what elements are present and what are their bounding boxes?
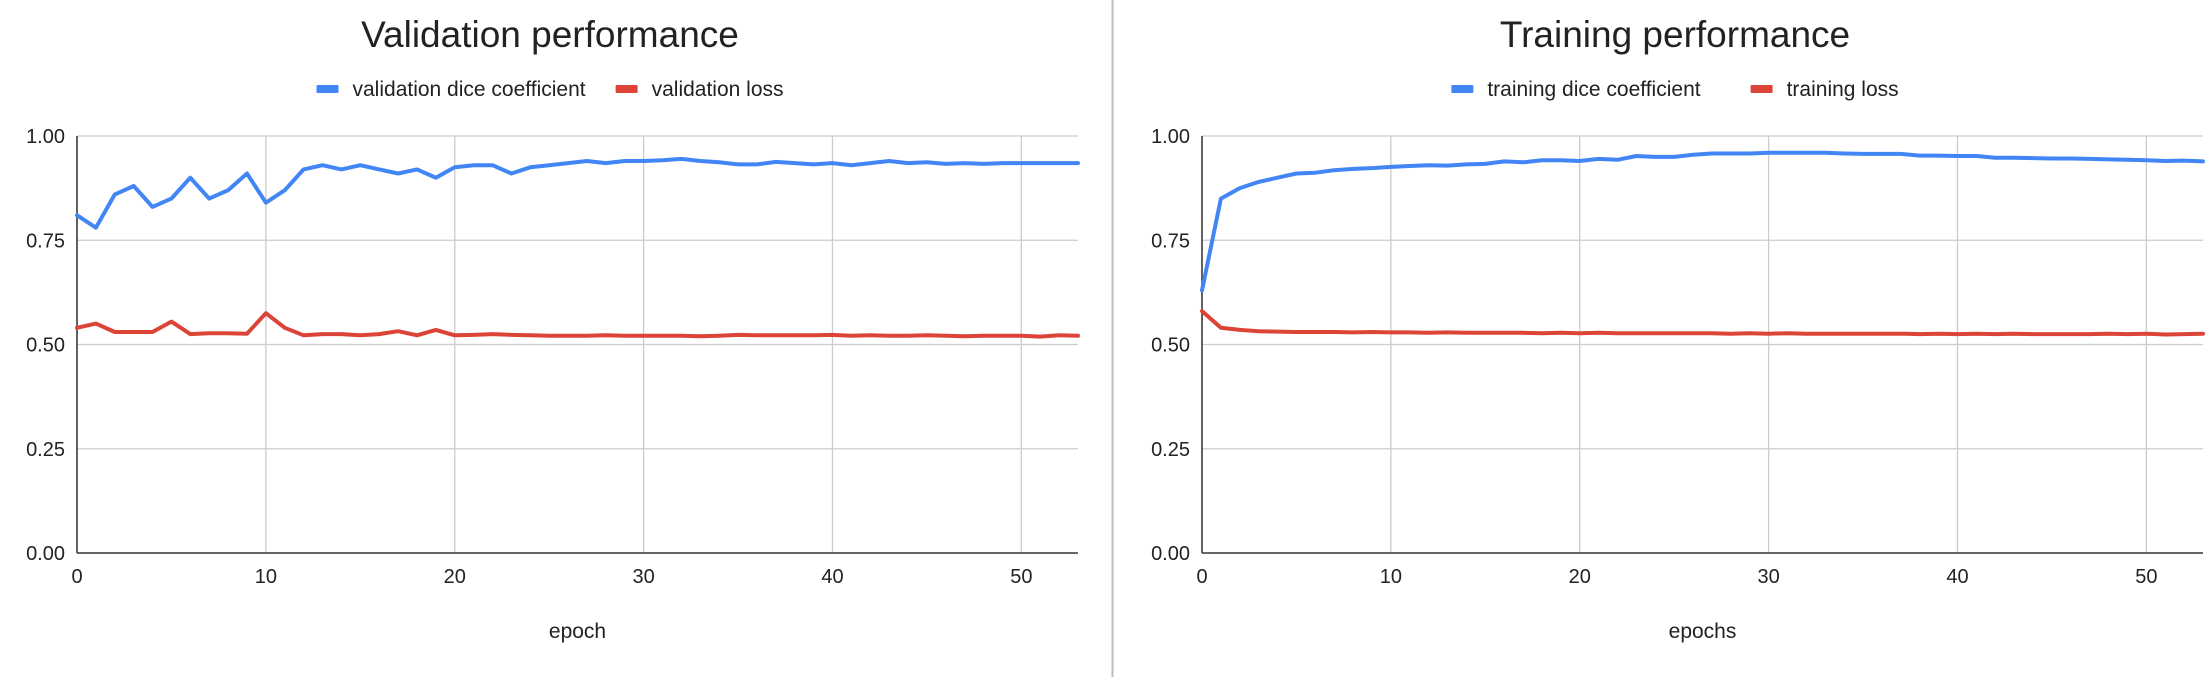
- y-tick-label: 1.00: [1151, 126, 1190, 148]
- x-tick-label: 10: [1380, 566, 1402, 588]
- x-tick-label: 20: [1569, 566, 1591, 588]
- training-chart: Training performance training dice coeffi…: [1151, 14, 2205, 643]
- x-tick-label: 10: [255, 566, 277, 588]
- x-tick-label: 0: [1196, 566, 1207, 588]
- x-tick-label: 30: [632, 566, 654, 588]
- x-tick-label: 0: [71, 566, 82, 588]
- y-tick-label: 0.25: [26, 439, 65, 461]
- x-axis-label: epochs: [1669, 620, 1737, 643]
- series-line-validation-dice-coefficient: [75, 156, 1080, 230]
- y-tick-label: 0.25: [1151, 439, 1190, 461]
- y-tick-label: 0.50: [1151, 335, 1190, 357]
- x-axis-label: epoch: [549, 620, 606, 643]
- legend-label: validation loss: [652, 78, 784, 101]
- y-tick-label: 0.50: [26, 335, 65, 357]
- x-tick-label: 50: [1010, 566, 1032, 588]
- y-tick-label: 0.75: [1151, 230, 1190, 252]
- legend: training dice coefficient training loss: [1451, 78, 1899, 101]
- x-tick-label: 30: [1757, 566, 1779, 588]
- series-line-training-loss: [1200, 309, 2205, 337]
- chart-title: Validation performance: [361, 14, 739, 55]
- legend-label: validation dice coefficient: [353, 78, 586, 101]
- series-line-training-dice-coefficient: [1200, 150, 2205, 293]
- x-tick-label: 40: [821, 566, 843, 588]
- legend-swatch: [615, 85, 638, 93]
- series-line-validation-loss: [75, 311, 1080, 339]
- legend-swatch: [1451, 85, 1474, 93]
- y-tick-label: 0.00: [26, 543, 65, 565]
- y-tick-label: 1.00: [26, 126, 65, 148]
- legend-item-validation-loss: validation loss: [615, 78, 784, 101]
- x-tick-label: 40: [1946, 566, 1968, 588]
- x-tick-label: 50: [2135, 566, 2157, 588]
- x-tick-label: 20: [444, 566, 466, 588]
- legend-item-training-dice-coefficient: training dice coefficient: [1451, 78, 1701, 101]
- y-tick-label: 0.75: [26, 230, 65, 252]
- validation-chart: Validation performance validation dice co…: [26, 14, 1080, 643]
- legend-swatch: [1750, 85, 1773, 93]
- legend-label: training loss: [1787, 78, 1899, 101]
- legend-item-training-loss: training loss: [1750, 78, 1899, 101]
- legend-label: training dice coefficient: [1487, 78, 1700, 101]
- chart-title: Training performance: [1500, 14, 1850, 55]
- legend: validation dice coefficient validation lo…: [316, 78, 784, 101]
- legend-item-validation-dice-coefficient: validation dice coefficient: [316, 78, 586, 101]
- legend-swatch: [316, 85, 339, 93]
- y-tick-label: 0.00: [1151, 543, 1190, 565]
